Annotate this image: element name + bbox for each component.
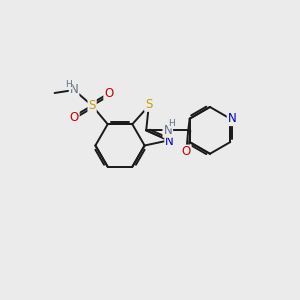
Text: N: N bbox=[228, 112, 236, 125]
Text: N: N bbox=[164, 124, 172, 137]
Text: N: N bbox=[70, 83, 79, 97]
Text: S: S bbox=[88, 99, 96, 112]
Text: H: H bbox=[65, 80, 72, 89]
Text: O: O bbox=[182, 146, 191, 158]
Text: N: N bbox=[165, 135, 174, 148]
Text: O: O bbox=[70, 111, 79, 124]
Text: H: H bbox=[168, 119, 175, 128]
Text: S: S bbox=[145, 98, 152, 111]
Text: O: O bbox=[104, 87, 113, 100]
